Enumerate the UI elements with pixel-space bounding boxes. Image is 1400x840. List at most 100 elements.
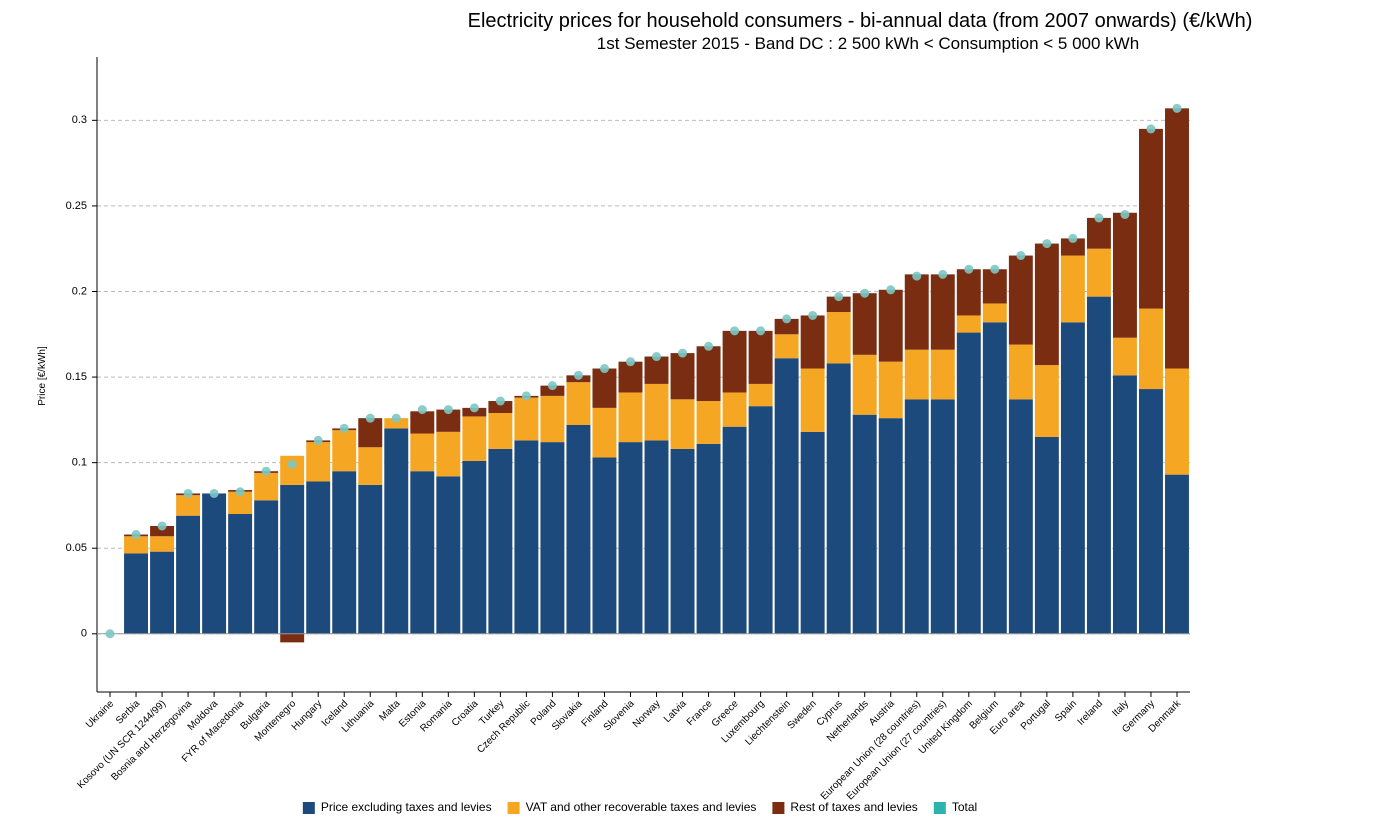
bar-segment	[488, 401, 513, 414]
bar-segment	[956, 269, 981, 316]
bar-segment	[514, 440, 539, 634]
bar-segment	[930, 274, 955, 350]
bar-segment	[566, 424, 591, 634]
bar-segment	[852, 414, 877, 634]
legend: Price excluding taxes and levies VAT and …	[302, 800, 977, 814]
total-marker	[704, 341, 714, 351]
y-tick-label: 0	[81, 628, 87, 640]
bar-segment	[254, 472, 279, 501]
bar-segment	[254, 500, 279, 634]
bar-segment	[956, 315, 981, 333]
bar-segment	[436, 476, 461, 634]
total-marker	[287, 459, 297, 469]
bar-segment	[670, 353, 695, 400]
total-marker	[652, 352, 662, 362]
bar-segment	[150, 551, 175, 634]
total-marker	[443, 405, 453, 415]
bar-segment	[878, 289, 903, 362]
bar-segment	[202, 493, 227, 634]
total-marker	[808, 310, 818, 320]
total-marker	[990, 264, 1000, 274]
bar-segment	[1138, 389, 1163, 634]
bar-segment	[1060, 322, 1085, 634]
bar-segment	[306, 481, 331, 634]
bar-segment	[644, 383, 669, 441]
bar-segment	[618, 361, 643, 393]
bar-segment	[826, 312, 851, 364]
chart-title: Electricity prices for household consume…	[468, 10, 1253, 32]
bar-segment	[800, 315, 825, 369]
total-marker	[235, 487, 245, 497]
x-tick-label: Norway	[631, 698, 663, 730]
total-marker	[834, 292, 844, 302]
bar-segment	[1034, 243, 1059, 366]
total-marker	[469, 403, 479, 413]
legend-label: Total	[952, 800, 977, 814]
bar-segment	[592, 368, 617, 408]
legend-label: VAT and other recoverable taxes and levi…	[526, 800, 757, 814]
bar-segment	[592, 407, 617, 458]
bar-segment	[930, 349, 955, 400]
bar-segment	[462, 416, 487, 461]
bar-segment	[904, 274, 929, 350]
total-marker	[1146, 124, 1156, 134]
bar-segment	[540, 395, 565, 443]
total-marker	[209, 488, 219, 498]
total-marker	[417, 405, 427, 415]
total-marker	[183, 488, 193, 498]
bar-segment	[176, 495, 201, 516]
total-marker	[573, 370, 583, 380]
bar-segment	[748, 330, 773, 384]
bar-segment	[228, 513, 253, 634]
bar-segment	[1008, 399, 1033, 634]
total-marker	[860, 288, 870, 298]
total-marker	[1016, 251, 1026, 261]
bar-segment	[1060, 238, 1085, 256]
total-marker	[912, 271, 922, 281]
total-marker	[105, 629, 115, 639]
legend-swatch	[507, 802, 520, 814]
total-marker	[964, 264, 974, 274]
bar-segment	[722, 392, 747, 427]
legend-label: Price excluding taxes and levies	[321, 800, 492, 814]
bar-segment	[1034, 436, 1059, 634]
bar-segment	[1138, 128, 1163, 309]
bar-segment	[774, 334, 799, 359]
total-marker	[1068, 233, 1078, 243]
bar-segment	[124, 536, 149, 554]
legend-swatch	[933, 802, 946, 814]
y-tick-label: 0.2	[72, 285, 87, 297]
legend-label: Rest of taxes and levies	[790, 800, 917, 814]
bar-segment	[722, 426, 747, 634]
bar-segment	[1112, 375, 1137, 634]
bar-segment	[1138, 308, 1163, 390]
bar-segment	[904, 349, 929, 400]
bar-segment	[774, 318, 799, 335]
total-marker	[495, 396, 505, 406]
chart-subtitle: 1st Semester 2015 - Band DC : 2 500 kWh …	[597, 34, 1139, 53]
y-tick-label: 0.15	[66, 371, 87, 383]
bar-segment	[358, 447, 383, 485]
x-tick-label: Italy	[1110, 698, 1131, 719]
x-tick-label: Ireland	[1076, 698, 1105, 727]
bar-segment	[514, 397, 539, 441]
bar-segment	[904, 399, 929, 634]
bar-segment	[150, 525, 175, 537]
bar-segment	[722, 330, 747, 393]
bar-segment	[618, 442, 643, 634]
total-marker	[1120, 209, 1130, 219]
bar-segment	[228, 491, 253, 514]
bar-segment	[670, 448, 695, 634]
bar-segment	[488, 448, 513, 634]
y-axis-label: Price [€/kWh]	[37, 346, 48, 406]
bar-segment	[488, 413, 513, 449]
x-tick-label: Sweden	[785, 698, 818, 731]
bar-segment	[696, 346, 721, 402]
y-tick-label: 0.3	[72, 114, 87, 126]
bar-segment	[280, 455, 305, 485]
total-marker	[1172, 103, 1182, 113]
bar-segment	[748, 406, 773, 634]
bar-segment	[956, 332, 981, 634]
bar-segment	[1165, 368, 1189, 475]
